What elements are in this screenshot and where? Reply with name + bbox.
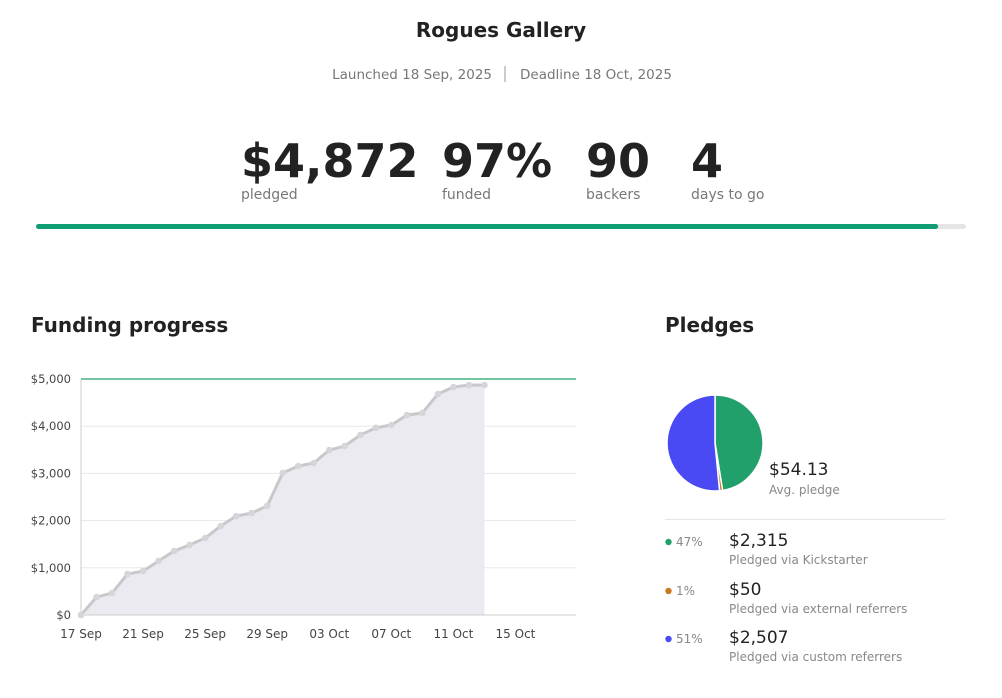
legend-percent: 47%: [676, 535, 703, 549]
point: [170, 547, 178, 555]
point: [341, 442, 349, 450]
point: [357, 431, 364, 439]
y-tick-label: $5,000: [31, 372, 71, 386]
x-tick-label: 15 Oct: [496, 627, 536, 641]
point: [325, 446, 333, 454]
avg-label: Avg. pledge: [769, 483, 840, 497]
x-tick-label: 07 Oct: [371, 627, 411, 641]
point: [294, 462, 302, 470]
point: [201, 534, 209, 542]
stat-caption: days to go: [691, 187, 764, 203]
y-tick-label: $1,000: [31, 561, 71, 575]
point: [124, 570, 131, 578]
point: [481, 381, 488, 389]
point: [186, 541, 193, 549]
legend-amount: $2,315: [729, 531, 788, 551]
point: [372, 424, 380, 432]
y-tick-label: $3,000: [31, 466, 71, 480]
x-tick-label: 11 Oct: [433, 627, 473, 641]
stat-caption: funded: [442, 187, 491, 203]
pie-slice: [666, 394, 721, 492]
point: [77, 611, 85, 619]
deadline-date: Deadline 18 Oct, 2025: [520, 67, 672, 83]
point: [263, 502, 271, 510]
point: [279, 469, 287, 477]
legend-label: Pledged via Kickstarter: [729, 553, 868, 567]
point: [139, 567, 147, 575]
progress-fill: [36, 224, 939, 229]
point: [217, 522, 224, 530]
x-tick-label: 17 Sep: [60, 627, 102, 641]
x-tick-label: 25 Sep: [184, 627, 226, 641]
section-title: Pledges: [665, 313, 754, 337]
point: [155, 557, 162, 565]
avg-value: $54.13: [769, 460, 828, 480]
legend-label: Pledged via custom referrers: [729, 650, 902, 664]
point: [434, 390, 442, 398]
legend-amount: $2,507: [729, 628, 788, 648]
legend-percent: 51%: [676, 632, 703, 646]
legend-percent: 1%: [676, 584, 695, 598]
point: [388, 421, 395, 429]
stat-value: 97%: [442, 134, 552, 188]
point: [108, 589, 116, 597]
x-tick-label: 21 Sep: [122, 627, 164, 641]
point: [93, 593, 100, 601]
pie-slice: [714, 394, 764, 492]
y-tick-label: $4,000: [31, 419, 71, 433]
point: [232, 512, 240, 520]
point: [450, 383, 457, 391]
point: [465, 381, 473, 389]
stat-caption: backers: [586, 187, 640, 203]
legend-label: Pledged via external referrers: [729, 602, 907, 616]
point: [419, 409, 426, 417]
y-tick-label: $2,000: [31, 514, 71, 528]
y-tick-label: $0: [56, 608, 71, 622]
legend-amount: $50: [729, 580, 761, 600]
x-tick-label: 29 Sep: [246, 627, 288, 641]
launch-date: Launched 18 Sep, 2025: [332, 67, 492, 83]
legend-dot: [665, 587, 672, 595]
stat-value: 90: [586, 134, 650, 188]
section-title: Funding progress: [31, 313, 228, 337]
area: [81, 385, 485, 615]
stat-caption: pledged: [241, 187, 298, 203]
legend-dot: [665, 538, 672, 546]
project-title: Rogues Gallery: [416, 18, 586, 42]
legend-dot: [665, 635, 672, 643]
point: [248, 509, 255, 517]
stat-value: 4: [691, 134, 723, 188]
point: [310, 459, 318, 467]
x-tick-label: 03 Oct: [309, 627, 349, 641]
point: [403, 411, 411, 419]
stat-value: $4,872: [241, 134, 419, 188]
